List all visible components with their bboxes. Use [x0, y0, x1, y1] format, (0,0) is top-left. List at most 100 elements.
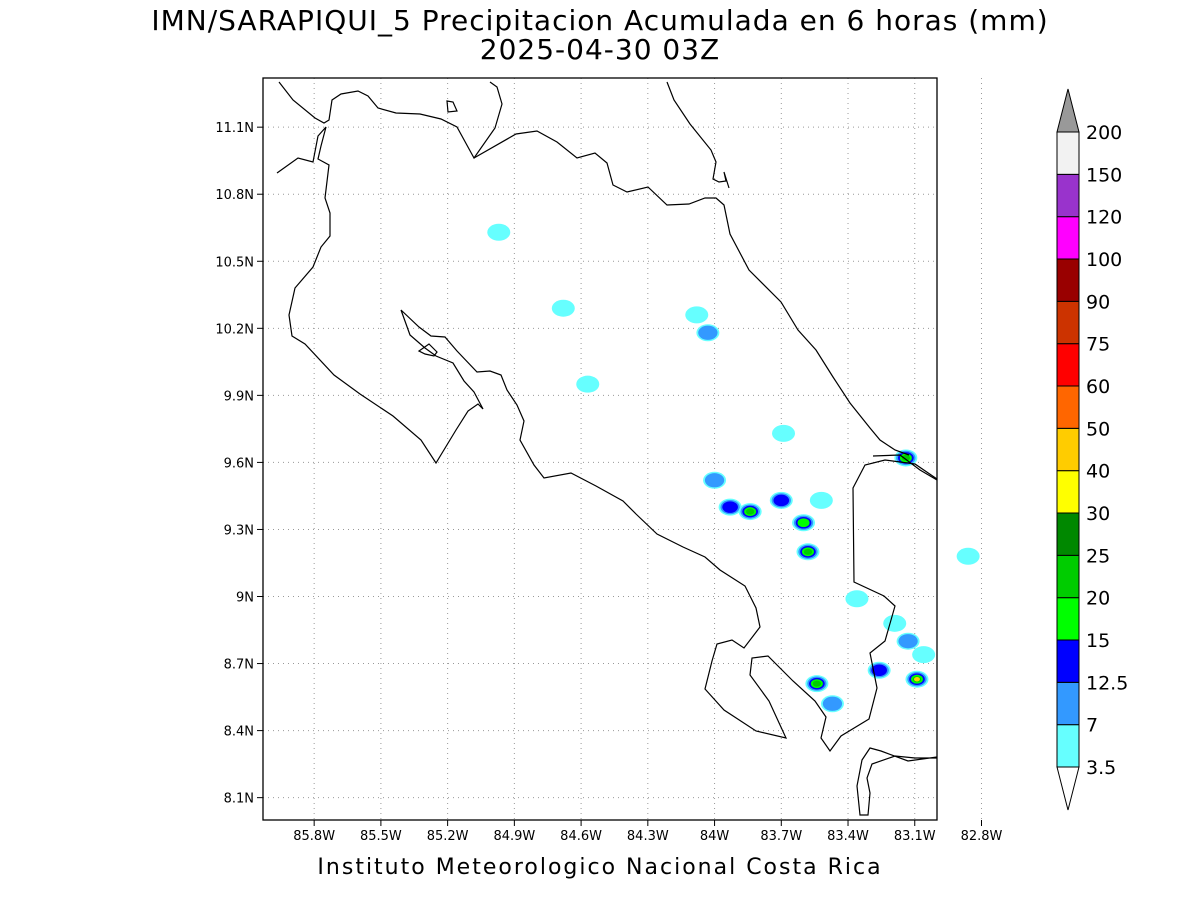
precip-level [487, 223, 511, 241]
y-tick-label: 10.2N [215, 322, 254, 337]
colorbar-segment [1056, 470, 1080, 514]
colorbar-label: 15 [1086, 630, 1110, 652]
precip-cell [487, 223, 511, 241]
y-tick-label: 9.3N [224, 523, 254, 538]
precip-level [685, 306, 709, 324]
y-tick-label: 8.7N [224, 658, 254, 673]
burica-peninsula-line [856, 747, 938, 816]
colorbar-segment [1056, 681, 1080, 726]
precip-level [704, 473, 725, 488]
y-tick-label: 9.9N [224, 389, 254, 404]
colorbar-legend: 3.5 7 12.5 15 20 25 30 40 50 60 75 90 100 120 150 200 [1056, 88, 1128, 811]
precip-level [883, 614, 907, 632]
precip-level [809, 491, 833, 509]
colorbar-segment [1056, 216, 1080, 260]
colorbar-segment [1056, 131, 1080, 175]
colorbar-label: 25 [1086, 545, 1110, 567]
x-tick-label: 84.3W [627, 829, 669, 844]
map-title: IMN/SARAPIQUI_5 Precipitacion Acumulada … [151, 4, 1049, 37]
precip-cell [905, 670, 929, 688]
colorbar-upper-arrow [1056, 88, 1080, 133]
precip-cell [805, 675, 829, 693]
colorbar-segment [1056, 300, 1080, 345]
caribbean-coast-line [473, 130, 910, 456]
x-tick-label: 83.7W [760, 829, 802, 844]
precip-level [746, 508, 755, 515]
colorbar-label: 90 [1086, 291, 1110, 313]
precip-level [845, 590, 869, 608]
x-tick-label: 85.5W [360, 829, 402, 844]
colorbar-label: 75 [1086, 334, 1110, 356]
x-tick-label: 84W [700, 829, 730, 844]
y-tick-label: 8.4N [224, 725, 254, 740]
precip-level [773, 494, 790, 507]
precip-cell [956, 547, 980, 565]
colorbar-segment [1056, 597, 1080, 641]
colorbar-segment [1056, 639, 1080, 683]
nicaragua-coast-line [666, 81, 730, 189]
colorbar-segment [1056, 724, 1080, 768]
precip-cell [883, 614, 907, 632]
precip-cell [703, 471, 727, 489]
colorbar-segment [1056, 343, 1080, 387]
x-tick-label: 84.9W [493, 829, 535, 844]
colorbar-label: 50 [1086, 418, 1110, 440]
precip-cell [769, 491, 793, 509]
colorbar-label: 60 [1086, 376, 1110, 398]
precip-cell [685, 306, 709, 324]
map-date-subtitle: 2025-04-30 03Z [479, 33, 721, 66]
y-tick-label: 8.1N [224, 792, 254, 807]
precip-cell [912, 646, 936, 664]
colorbar-label: 7 [1086, 715, 1098, 737]
north-coast-line [278, 81, 503, 160]
precip-cell [792, 514, 816, 532]
precip-cell [576, 375, 600, 393]
colorbar-segment [1056, 554, 1080, 599]
x-tick-label: 85.2W [427, 829, 469, 844]
colorbar-segment [1056, 427, 1080, 472]
colorbar-label: 20 [1086, 588, 1110, 610]
x-tick-label: 82.8W [961, 829, 1003, 844]
y-tick-label: 9.6N [224, 456, 254, 471]
guanacaste-coast-line [276, 126, 938, 753]
colorbar-lower-arrow [1056, 766, 1080, 811]
colorbar-label: 40 [1086, 461, 1110, 483]
coastline-borders [276, 81, 938, 816]
panama-border-line [872, 454, 938, 481]
colorbar-label: 120 [1086, 207, 1122, 229]
x-tick-label: 83.4W [827, 829, 869, 844]
precip-level [772, 424, 796, 442]
precip-level [576, 375, 600, 393]
precip-level [722, 501, 738, 513]
precip-cell [738, 503, 762, 521]
y-tick-label: 11.1N [215, 121, 254, 136]
precip-level [898, 634, 918, 649]
precip-level [912, 646, 936, 664]
precip-level [551, 299, 575, 317]
precip-level [803, 548, 813, 555]
precip-cell [845, 590, 869, 608]
colorbar-segment [1056, 385, 1080, 429]
precip-level [914, 677, 920, 682]
y-tick-label: 9N [236, 591, 254, 606]
precip-cell [820, 695, 844, 713]
precip-cell [551, 299, 575, 317]
precipitation-field [487, 223, 980, 713]
precip-cell [696, 324, 720, 342]
precip-level [812, 680, 822, 687]
colorbar-label: 100 [1086, 249, 1122, 271]
precip-cell [772, 424, 796, 442]
gulf-island-shape [417, 343, 438, 357]
precip-cell [718, 498, 742, 516]
plot-border [262, 77, 938, 821]
precip-level [956, 547, 980, 565]
precip-cell [896, 632, 920, 650]
colorbar-label: 30 [1086, 503, 1110, 525]
x-tick-label: 85.8W [293, 829, 335, 844]
colorbar-segment [1056, 512, 1080, 556]
colorbar-segment [1056, 258, 1080, 302]
precip-cell [796, 543, 820, 561]
precip-cell [867, 661, 891, 679]
y-tick-label: 10.8N [215, 188, 254, 203]
